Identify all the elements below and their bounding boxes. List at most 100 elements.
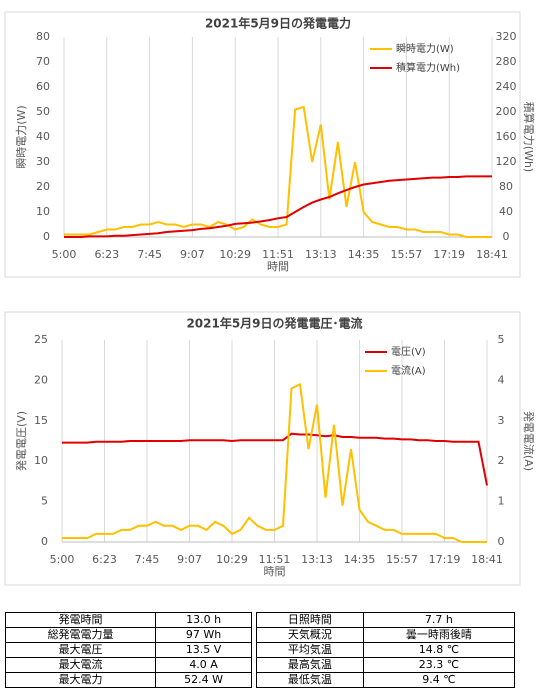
table-value: 4.0 A [155, 657, 252, 673]
table-row: 天気概況 曇一時雨後晴 [256, 627, 516, 643]
table-row: 最高気温 23.3 ℃ [256, 657, 516, 673]
y-tick-label: 30 [36, 155, 50, 168]
series-line [62, 432, 488, 486]
y2-tick-label: 80 [499, 180, 513, 193]
table-label: 天気概況 [256, 627, 364, 643]
x-tick-label: 10:29 [219, 248, 251, 261]
table-value: 13.5 V [155, 642, 252, 658]
table-row: 総発電電力量 97 Wh [4, 627, 252, 643]
table-value: 7.7 h [362, 612, 516, 628]
table-value: 52.4 W [155, 672, 252, 688]
y2-tick-label: 4 [498, 373, 505, 386]
y2-tick-label: 3 [498, 414, 505, 427]
table-label: 平均気温 [256, 642, 364, 658]
table-label: 最大電力 [4, 672, 157, 688]
x-tick-label: 7:45 [137, 248, 162, 261]
x-tick-label: 13:13 [305, 248, 337, 261]
y2-tick-label: 160 [496, 130, 517, 143]
x-tick-label: 9:07 [177, 553, 202, 566]
y2-tick-label: 0 [503, 230, 510, 243]
series-line [64, 175, 492, 238]
table-value: 13.0 h [155, 612, 252, 628]
y-tick-label: 10 [36, 205, 50, 218]
x-tick-label: 15:57 [391, 248, 423, 261]
table-label: 最高気温 [256, 657, 364, 673]
series-line [62, 382, 487, 543]
legend-label: 積算電力(Wh) [396, 61, 460, 74]
charts: 2021年5月9日の発電電力 5:00 6:23 7:45 9:07 10:29 11:51… [4, 11, 536, 586]
table-label: 発電時間 [4, 612, 157, 628]
y2-tick-label: 200 [496, 105, 517, 118]
table-value: 14.8 ℃ [362, 642, 516, 658]
y-tick-label: 80 [36, 30, 50, 43]
legend-label: 瞬時電力(W) [396, 42, 454, 55]
x-axis-title: 時間 [267, 260, 289, 273]
chart-frame [4, 311, 521, 586]
x-tick-label: 7:45 [135, 553, 160, 566]
table-value: 97 Wh [155, 627, 252, 643]
table-value: 曇一時雨後晴 [362, 627, 516, 643]
table-label: 最大電圧 [4, 642, 157, 658]
y-tick-label: 60 [36, 80, 50, 93]
summary-table-right: 日照時間 7.7 h 天気概況 曇一時雨後晴 平均気温 14.8 ℃ 最高気温 23.3 ℃ 最… [256, 612, 516, 688]
y-tick-label: 20 [34, 373, 48, 386]
table-row: 平均気温 14.8 ℃ [256, 642, 516, 658]
table-label: 総発電電力量 [4, 627, 157, 643]
y-tick-label: 70 [36, 55, 50, 68]
x-tick-label: 17:19 [429, 553, 461, 566]
chart-title: 2021年5月9日の発電電力 [205, 16, 351, 31]
y2-tick-label: 240 [496, 80, 517, 93]
series-line [64, 105, 492, 238]
table-row: 最大電圧 13.5 V [4, 642, 252, 658]
table-label: 最大電流 [4, 657, 157, 673]
y-tick-label: 5 [41, 495, 48, 508]
y-axis-title: 瞬時電力(W) [15, 105, 28, 168]
chart-title: 2021年5月9日の発電電圧･電流 [186, 316, 362, 331]
y2-tick-label: 0 [498, 535, 505, 548]
y-tick-label: 10 [34, 454, 48, 467]
x-axis-title: 時間 [264, 565, 286, 578]
table-row: 最低気温 9.4 ℃ [256, 672, 516, 688]
y2-tick-label: 5 [498, 333, 505, 346]
legend-label: 電流(A) [391, 364, 426, 377]
table-value: 23.3 ℃ [362, 657, 516, 673]
y-tick-label: 15 [34, 414, 48, 427]
y2-axis-title: 発電電流(A) [522, 411, 536, 471]
table-label: 最低気温 [256, 672, 364, 688]
y2-tick-label: 1 [498, 495, 505, 508]
x-tick-label: 6:23 [94, 248, 119, 261]
table-label: 日照時間 [256, 612, 364, 628]
x-tick-label: 10:29 [216, 553, 248, 566]
x-tick-label: 14:35 [348, 248, 380, 261]
x-tick-label: 13:13 [301, 553, 333, 566]
y-tick-label: 50 [36, 105, 50, 118]
x-tick-label: 18:41 [471, 553, 503, 566]
x-tick-label: 9:07 [180, 248, 205, 261]
x-tick-label: 18:41 [476, 248, 508, 261]
x-tick-label: 14:35 [344, 553, 376, 566]
y2-tick-label: 40 [499, 205, 513, 218]
y2-tick-label: 120 [496, 155, 517, 168]
y-tick-label: 40 [36, 130, 50, 143]
x-tick-label: 15:57 [386, 553, 418, 566]
x-tick-label: 11:51 [259, 553, 291, 566]
legend-label: 電圧(V) [391, 346, 426, 358]
table-row: 発電時間 13.0 h [4, 612, 252, 628]
y-tick-label: 0 [41, 535, 48, 548]
table-row: 日照時間 7.7 h [256, 612, 516, 628]
table-row: 最大電流 4.0 A [4, 657, 252, 673]
x-tick-label: 11:51 [262, 248, 294, 261]
x-tick-label: 6:23 [92, 553, 117, 566]
y-tick-label: 20 [36, 180, 50, 193]
y-tick-label: 25 [34, 333, 48, 346]
table-value: 9.4 ℃ [362, 672, 516, 688]
y2-tick-label: 280 [496, 55, 517, 68]
y2-tick-label: 2 [498, 454, 505, 467]
y-axis-title: 発電電圧(V) [14, 411, 28, 471]
x-tick-label: 5:00 [50, 553, 75, 566]
x-tick-label: 17:19 [433, 248, 465, 261]
y2-axis-title: 積算電力(Wh) [522, 102, 536, 172]
table-row: 最大電力 52.4 W [4, 672, 252, 688]
x-tick-label: 5:00 [52, 248, 77, 261]
